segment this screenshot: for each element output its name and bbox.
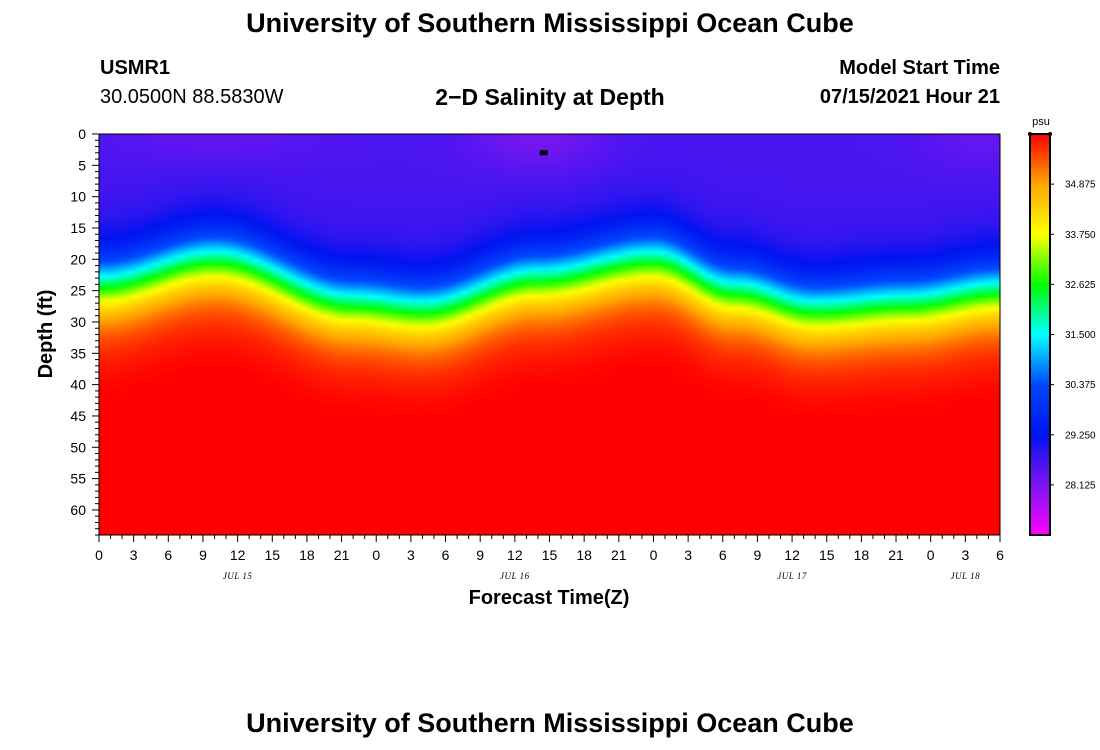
y-tick-label: 20 xyxy=(70,251,86,267)
station-id: USMR1 xyxy=(100,57,171,79)
colorbar-tick-label: 34.875 xyxy=(1065,180,1096,191)
x-tick-label: 15 xyxy=(264,547,280,563)
y-tick-label: 35 xyxy=(70,345,86,361)
x-tick-label: 3 xyxy=(407,547,415,563)
y-tick-label: 50 xyxy=(70,439,86,455)
x-axis-label: Forecast Time(Z) xyxy=(469,587,630,609)
x-tick-label: 3 xyxy=(684,547,692,563)
station-coordinates: 30.0500N 88.5830W xyxy=(100,86,284,108)
x-tick-label: 21 xyxy=(888,547,904,563)
colorbar-tick-label: 28.125 xyxy=(1065,480,1096,491)
x-tick-label: 6 xyxy=(164,547,172,563)
model-start-label: Model Start Time xyxy=(839,57,1000,79)
colorbar-tick-label: 30.375 xyxy=(1065,380,1096,391)
y-tick-label: 55 xyxy=(70,471,86,487)
x-tick-label: 12 xyxy=(784,547,800,563)
colorbar-tick-label: 31.500 xyxy=(1065,330,1096,341)
day-label: JUL 16 xyxy=(500,571,530,581)
y-tick-label: 25 xyxy=(70,283,86,299)
colorbar-unit: psu xyxy=(1032,116,1050,128)
salinity-heatmap xyxy=(99,134,1000,535)
day-label: JUL 18 xyxy=(951,571,981,581)
x-tick-label: 18 xyxy=(576,547,592,563)
x-tick-label: 15 xyxy=(542,547,558,563)
colorbar-cap xyxy=(1028,132,1032,136)
x-tick-label: 6 xyxy=(442,547,450,563)
x-tick-label: 6 xyxy=(996,547,1004,563)
x-tick-label: 21 xyxy=(334,547,350,563)
page-title: University of Southern Mississippi Ocean… xyxy=(246,8,854,38)
x-tick-label: 18 xyxy=(854,547,870,563)
x-axis: 0 3 6 9 12 15 18 21 0 3 6 9 12 15 18 21 0 3 6 9 12 15 18 21 0 3 6 J… xyxy=(95,535,1004,581)
model-start-value: 07/15/2021 Hour 21 xyxy=(819,86,1000,108)
y-tick-label: 40 xyxy=(70,377,86,393)
x-tick-label: 9 xyxy=(199,547,207,563)
x-tick-label: 9 xyxy=(754,547,762,563)
x-tick-label: 0 xyxy=(372,547,380,563)
x-tick-label: 3 xyxy=(130,547,138,563)
plot-title: 2−D Salinity at Depth xyxy=(435,84,665,110)
colorbar-cap xyxy=(1048,132,1052,136)
colorbar xyxy=(1029,133,1051,536)
day-label: JUL 15 xyxy=(223,571,253,581)
x-tick-label: 0 xyxy=(95,547,103,563)
y-tick-label: 60 xyxy=(70,502,86,518)
colorbar-tick-label: 32.625 xyxy=(1065,280,1096,291)
y-tick-label: 30 xyxy=(70,314,86,330)
x-tick-label: 6 xyxy=(719,547,727,563)
x-tick-label: 3 xyxy=(961,547,969,563)
y-axis-label: Depth (ft) xyxy=(35,290,57,379)
colorbar-ticks: 28.125 29.250 30.375 31.500 32.625 33.750 34.8… xyxy=(1028,132,1096,491)
x-tick-label: 12 xyxy=(507,547,523,563)
x-tick-label: 0 xyxy=(650,547,658,563)
colorbar-tick-label: 29.250 xyxy=(1065,430,1096,441)
colorbar-tick-label: 33.750 xyxy=(1065,230,1096,241)
footer-title: University of Southern Mississippi Ocean… xyxy=(246,708,854,738)
y-tick-label: 15 xyxy=(70,220,86,236)
day-label: JUL 17 xyxy=(777,571,807,581)
x-tick-label: 12 xyxy=(230,547,246,563)
x-tick-label: 21 xyxy=(611,547,627,563)
y-tick-label: 5 xyxy=(78,157,86,173)
x-tick-label: 9 xyxy=(476,547,484,563)
y-tick-label: 45 xyxy=(70,408,86,424)
position-marker xyxy=(539,150,548,156)
y-axis: 0 5 10 15 20 25 30 35 40 45 50 55 60 xyxy=(70,126,99,536)
y-tick-label: 10 xyxy=(70,189,86,205)
y-tick-label: 0 xyxy=(78,126,86,142)
x-tick-label: 15 xyxy=(819,547,835,563)
x-tick-label: 18 xyxy=(299,547,315,563)
x-tick-label: 0 xyxy=(927,547,935,563)
